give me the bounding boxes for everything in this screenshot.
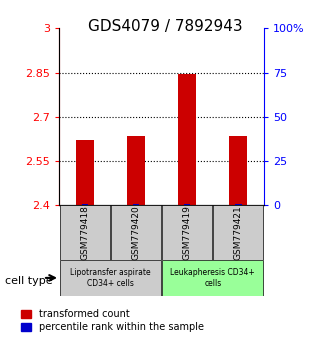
Text: GSM779420: GSM779420 xyxy=(132,205,141,260)
FancyBboxPatch shape xyxy=(60,205,110,260)
FancyBboxPatch shape xyxy=(111,205,161,260)
Text: GSM779419: GSM779419 xyxy=(183,205,192,260)
Bar xyxy=(235,204,242,205)
Bar xyxy=(229,136,248,205)
Legend: transformed count, percentile rank within the sample: transformed count, percentile rank withi… xyxy=(21,309,204,332)
FancyBboxPatch shape xyxy=(162,260,263,296)
Text: cell type: cell type xyxy=(5,276,52,286)
Text: Lipotransfer aspirate
CD34+ cells: Lipotransfer aspirate CD34+ cells xyxy=(70,268,151,287)
Bar xyxy=(82,204,88,205)
FancyBboxPatch shape xyxy=(162,205,212,260)
Bar xyxy=(133,204,139,205)
Text: GSM779421: GSM779421 xyxy=(234,205,243,260)
Text: Leukapheresis CD34+
cells: Leukapheresis CD34+ cells xyxy=(171,268,255,287)
Text: GDS4079 / 7892943: GDS4079 / 7892943 xyxy=(88,19,242,34)
Bar xyxy=(184,204,190,205)
Bar xyxy=(76,141,94,205)
FancyBboxPatch shape xyxy=(214,205,263,260)
Text: GSM779418: GSM779418 xyxy=(81,205,89,260)
Bar xyxy=(127,136,145,205)
Bar xyxy=(178,74,196,205)
FancyBboxPatch shape xyxy=(60,260,161,296)
